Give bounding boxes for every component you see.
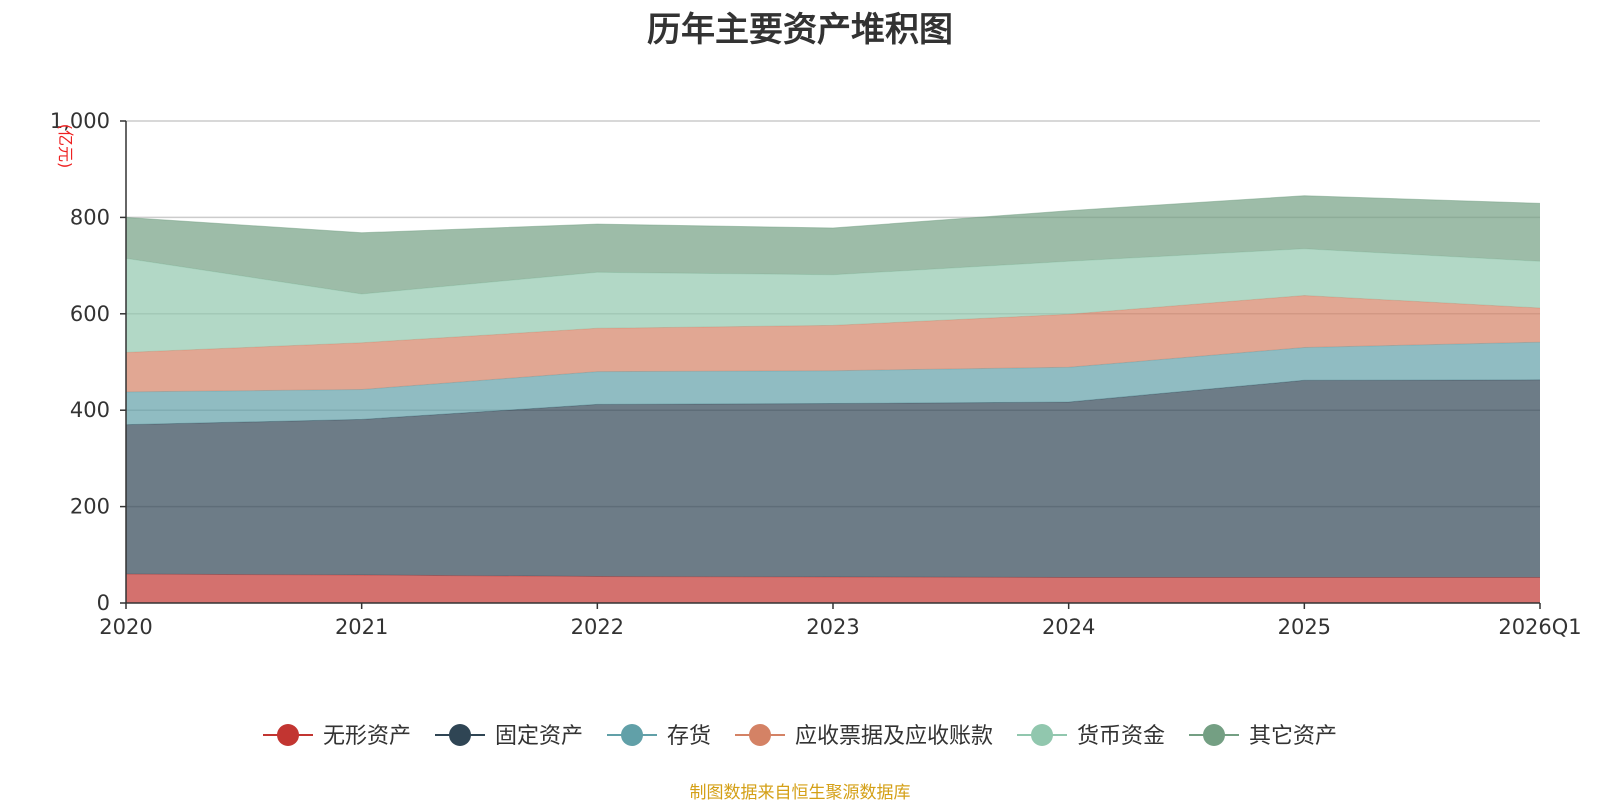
- legend-marker-icon: [621, 724, 643, 746]
- area-series-6: [126, 195, 1540, 294]
- area-series-4: [126, 295, 1540, 392]
- y-tick-label: 800: [70, 205, 110, 229]
- legend-item-4[interactable]: 应收票据及应收账款: [735, 724, 993, 749]
- area-series-1: [126, 574, 1540, 603]
- legend-marker-icon: [449, 724, 471, 746]
- x-tick-label: 2020: [99, 615, 152, 639]
- area-series-layer: [125, 195, 1541, 603]
- legend-label: 货币资金: [1077, 724, 1165, 749]
- x-tick-label: 2024: [1042, 615, 1095, 639]
- legend-item-5[interactable]: 货币资金: [1017, 724, 1165, 749]
- source-note: 制图数据来自恒生聚源数据库: [689, 783, 911, 803]
- chart-title: 历年主要资产堆积图: [647, 10, 953, 50]
- legend-marker-icon: [277, 724, 299, 746]
- y-tick-label: 200: [70, 495, 110, 519]
- legend-marker-icon: [1203, 724, 1225, 746]
- area-series-line-6: [125, 195, 1541, 234]
- area-series-2: [126, 379, 1540, 578]
- legend-item-6[interactable]: 其它资产: [1189, 724, 1337, 749]
- axes: 0 200 400 600 800 1,000 2020 2021 2022 2023 2024 20…: [50, 109, 1582, 639]
- area-series-5: [126, 248, 1540, 353]
- y-tick-label: 0: [97, 591, 110, 615]
- y-tick-label: 600: [70, 302, 110, 326]
- legend: 无形资产 固定资产 存货 应收票据及应收账款 货币资金 其它资产: [263, 724, 1337, 749]
- y-axis-unit-label: (亿元): [56, 124, 75, 169]
- x-tick-label: 2025: [1278, 615, 1331, 639]
- legend-label: 应收票据及应收账款: [795, 724, 993, 749]
- legend-label: 无形资产: [323, 724, 411, 749]
- legend-marker-icon: [749, 724, 771, 746]
- legend-label: 存货: [667, 724, 711, 749]
- x-tick-label: 2023: [806, 615, 859, 639]
- y-tick-label: 1,000: [50, 109, 110, 133]
- y-tick-label: 400: [70, 398, 110, 422]
- legend-marker-icon: [1031, 724, 1053, 746]
- legend-item-2[interactable]: 固定资产: [435, 724, 583, 749]
- legend-item-3[interactable]: 存货: [607, 724, 711, 749]
- legend-label: 其它资产: [1249, 724, 1337, 749]
- legend-label: 固定资产: [495, 724, 583, 749]
- x-tick-label: 2021: [335, 615, 388, 639]
- area-series-3: [126, 342, 1540, 425]
- legend-item-1[interactable]: 无形资产: [263, 724, 411, 749]
- x-tick-label: 2026Q1: [1498, 615, 1581, 639]
- x-tick-label: 2022: [571, 615, 624, 639]
